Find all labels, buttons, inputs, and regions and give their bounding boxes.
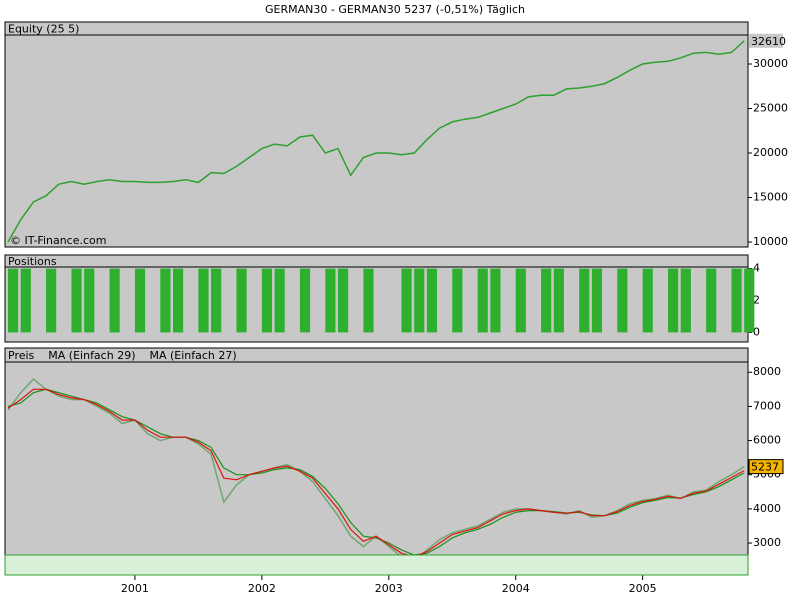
series-line: [7, 388, 745, 555]
y-tick-label: 0: [753, 325, 760, 338]
y-tick-label: 4: [753, 262, 760, 275]
x-tick-label: 2005: [629, 582, 657, 595]
y-tick-label: 7000: [753, 399, 781, 412]
x-tick-label: 2001: [121, 582, 149, 595]
series-line: [7, 388, 745, 555]
position-bar: [211, 268, 222, 333]
position-bar: [236, 268, 247, 333]
position-bar: [134, 268, 146, 333]
position-bar: [338, 268, 349, 333]
position-bar: [414, 268, 425, 333]
position-bar: [261, 268, 273, 333]
y-tick-label: 25000: [753, 102, 788, 115]
position-bar: [363, 268, 374, 333]
last-value-label: 5237: [751, 461, 779, 474]
panel-header: [4, 21, 749, 36]
x-tick-label: 2004: [502, 582, 530, 595]
y-tick-label: 30000: [753, 57, 788, 70]
plot-area: [4, 361, 749, 556]
watermark: © IT-Finance.com: [10, 234, 107, 247]
position-bar: [680, 268, 691, 333]
legend-entry: MA (Einfach 29): [48, 349, 135, 362]
legend-entry: MA (Einfach 27): [149, 349, 236, 362]
position-bar: [452, 268, 463, 333]
position-bar: [71, 268, 82, 333]
y-tick-label: 2: [753, 294, 760, 307]
legend-entry: Preis: [8, 349, 35, 362]
position-bar: [46, 268, 57, 333]
position-bar: [274, 268, 285, 333]
position-bar: [401, 268, 412, 333]
last-value-box: [748, 459, 784, 475]
position-bar: [579, 268, 590, 333]
position-bar: [668, 268, 679, 333]
position-bar: [490, 268, 501, 333]
last-value-label: 32610: [751, 35, 786, 48]
position-bar: [541, 268, 552, 333]
bottom-strip: [4, 554, 749, 576]
y-tick-label: 15000: [753, 191, 788, 204]
position-bar: [617, 268, 628, 333]
position-bar: [744, 268, 755, 333]
position-bar: [553, 268, 564, 333]
x-tick-label: 2002: [248, 582, 276, 595]
panel-header: [4, 254, 749, 268]
position-bar: [515, 268, 526, 333]
y-tick-label: 3000: [753, 536, 781, 549]
position-bar: [173, 268, 184, 333]
page-title: GERMAN30 - GERMAN30 5237 (-0,51%) Täglic…: [265, 3, 525, 16]
y-tick-label: 4000: [753, 502, 781, 515]
y-tick-label: 8000: [753, 365, 781, 378]
position-bar: [109, 268, 120, 333]
position-bar: [20, 268, 31, 333]
legend-entry: Equity (25 5): [8, 23, 79, 36]
y-tick-label: 20000: [753, 146, 788, 159]
last-value-box: [749, 33, 783, 48]
position-bar: [706, 268, 717, 333]
position-bar: [477, 268, 488, 333]
position-bar: [325, 268, 336, 333]
position-bar: [198, 268, 209, 333]
position-bar: [160, 268, 171, 333]
legend-entry: Positions: [8, 255, 57, 268]
position-bar: [591, 268, 603, 333]
position-bar: [84, 268, 95, 333]
position-bar: [299, 268, 311, 333]
position-bar: [8, 268, 19, 333]
x-tick-label: 2003: [375, 582, 403, 595]
position-bar: [642, 268, 653, 333]
position-bar: [426, 268, 438, 333]
position-bar: [731, 268, 742, 333]
y-tick-label: 10000: [753, 235, 788, 248]
y-tick-label: 6000: [753, 434, 781, 447]
plot-area: [4, 34, 749, 248]
series-line: [7, 40, 745, 243]
